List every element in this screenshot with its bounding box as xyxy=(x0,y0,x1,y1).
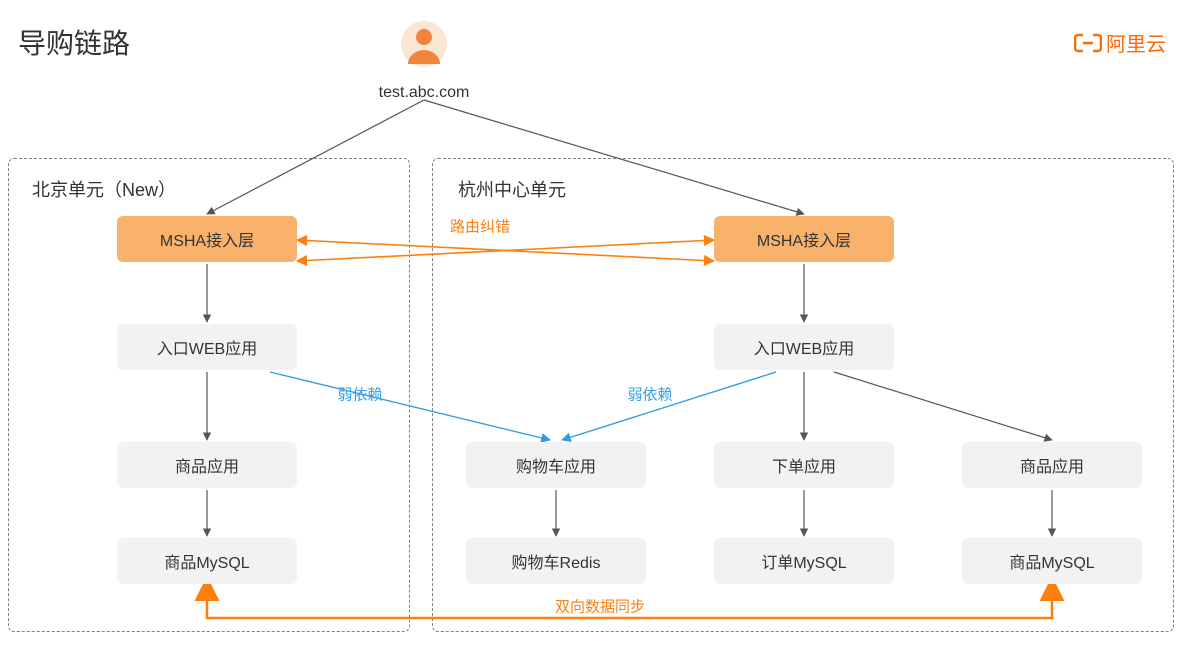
unit-title-beijing: 北京单元（New） xyxy=(32,176,176,202)
edge-label-1: 弱依赖 xyxy=(337,384,382,405)
node-hz_omysql: 订单MySQL xyxy=(714,538,894,584)
aliyun-bracket-icon xyxy=(1074,33,1102,53)
aliyun-logo-text: 阿里云 xyxy=(1106,28,1166,57)
aliyun-logo: 阿里云 xyxy=(1074,28,1166,57)
node-hz_cart: 购物车应用 xyxy=(466,442,646,488)
node-bj_msha: MSHA接入层 xyxy=(117,216,297,262)
user-domain-label: test.abc.com xyxy=(379,84,470,102)
user-icon xyxy=(400,20,448,68)
node-bj_mysql: 商品MySQL xyxy=(117,538,297,584)
node-hz_pmysql: 商品MySQL xyxy=(962,538,1142,584)
node-hz_redis: 购物车Redis xyxy=(466,538,646,584)
diagram-stage: 导购链路 阿里云 test.abc.com 北京单元（New） 杭州中心单元 xyxy=(0,0,1184,660)
page-title: 导购链路 xyxy=(18,22,130,62)
edge-label-0: 路由纠错 xyxy=(450,216,510,237)
node-hz_order: 下单应用 xyxy=(714,442,894,488)
node-hz_msha: MSHA接入层 xyxy=(714,216,894,262)
node-bj_prod: 商品应用 xyxy=(117,442,297,488)
node-bj_web: 入口WEB应用 xyxy=(117,324,297,370)
edge-label-2: 弱依赖 xyxy=(627,384,672,405)
edge-label-3: 双向数据同步 xyxy=(555,596,645,617)
node-hz_prod: 商品应用 xyxy=(962,442,1142,488)
node-hz_web: 入口WEB应用 xyxy=(714,324,894,370)
unit-title-hangzhou: 杭州中心单元 xyxy=(458,176,566,202)
